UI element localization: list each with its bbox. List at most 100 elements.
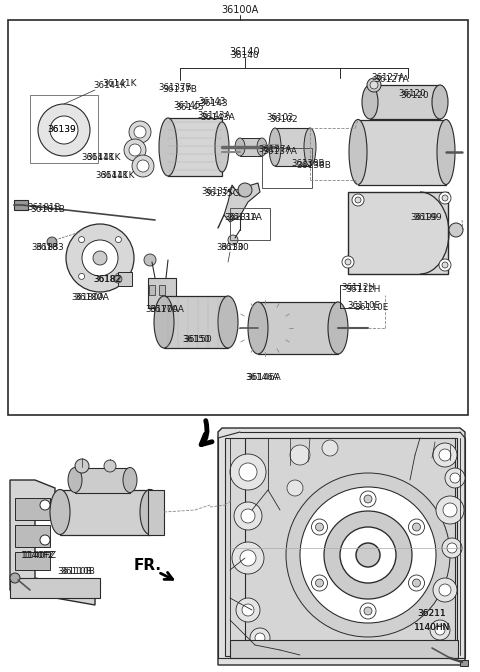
Text: 36141K: 36141K: [101, 171, 135, 181]
Circle shape: [412, 523, 420, 531]
Bar: [118, 272, 132, 286]
Text: 36130: 36130: [216, 243, 244, 251]
Ellipse shape: [154, 296, 174, 348]
Text: 36182: 36182: [93, 274, 121, 284]
Circle shape: [287, 480, 303, 496]
Text: 36137B: 36137B: [158, 83, 192, 93]
Text: 36110E: 36110E: [348, 302, 381, 310]
Bar: [358, 120, 446, 185]
Bar: [10, 578, 100, 598]
Text: 36143A: 36143A: [201, 114, 235, 122]
Circle shape: [345, 259, 351, 265]
Ellipse shape: [269, 128, 281, 166]
Circle shape: [115, 274, 121, 280]
Text: 36182: 36182: [94, 276, 122, 284]
Circle shape: [315, 523, 324, 531]
Bar: [60, 490, 150, 535]
Bar: [240, 138, 262, 156]
Text: 36139: 36139: [48, 126, 76, 134]
Circle shape: [242, 604, 254, 616]
Ellipse shape: [257, 138, 267, 156]
Ellipse shape: [68, 468, 82, 493]
Circle shape: [47, 237, 57, 247]
Circle shape: [129, 144, 141, 156]
Circle shape: [75, 459, 89, 473]
Circle shape: [300, 487, 436, 623]
Circle shape: [435, 625, 445, 635]
Circle shape: [250, 628, 270, 648]
Circle shape: [66, 224, 134, 292]
Circle shape: [230, 454, 266, 490]
Circle shape: [449, 223, 463, 237]
Text: 1140HN: 1140HN: [414, 624, 450, 632]
Text: 36100A: 36100A: [221, 5, 259, 15]
Text: 36135C: 36135C: [204, 189, 240, 198]
Circle shape: [236, 598, 260, 622]
Circle shape: [367, 78, 381, 92]
Text: 36181B: 36181B: [27, 204, 61, 212]
Circle shape: [129, 121, 151, 143]
Circle shape: [364, 495, 372, 503]
Text: 36183: 36183: [31, 243, 59, 253]
Ellipse shape: [437, 120, 455, 185]
Circle shape: [439, 584, 451, 596]
Circle shape: [79, 237, 84, 243]
Bar: [148, 490, 164, 535]
Circle shape: [144, 254, 156, 266]
Text: 36137A: 36137A: [263, 147, 298, 157]
Ellipse shape: [140, 489, 160, 534]
Text: 36143: 36143: [200, 99, 228, 108]
Bar: [15, 525, 50, 547]
Circle shape: [356, 543, 380, 567]
Text: FR.: FR.: [134, 558, 162, 573]
Circle shape: [239, 463, 257, 481]
Circle shape: [443, 503, 457, 517]
Circle shape: [322, 440, 338, 456]
Circle shape: [360, 491, 376, 507]
Text: 36140: 36140: [230, 47, 260, 57]
Text: 36183: 36183: [36, 243, 64, 253]
Text: 36138B: 36138B: [291, 159, 325, 167]
Text: 36127A: 36127A: [372, 73, 405, 83]
Text: 36102: 36102: [270, 116, 298, 124]
Text: 36112H: 36112H: [345, 286, 381, 294]
Circle shape: [255, 633, 265, 643]
Circle shape: [355, 197, 361, 203]
Ellipse shape: [123, 468, 137, 493]
Polygon shape: [218, 428, 465, 665]
Text: 36146A: 36146A: [245, 374, 279, 382]
Circle shape: [82, 240, 118, 276]
Text: 36141K: 36141K: [94, 81, 127, 89]
Text: 36120: 36120: [401, 91, 429, 101]
Bar: [230, 640, 458, 658]
Circle shape: [50, 116, 78, 144]
Circle shape: [447, 543, 457, 553]
Ellipse shape: [218, 296, 238, 348]
Circle shape: [433, 443, 457, 467]
Bar: [15, 552, 50, 570]
Circle shape: [124, 139, 146, 161]
Bar: [149, 285, 155, 295]
Text: 36145: 36145: [176, 103, 204, 112]
Text: 36141K: 36141K: [82, 153, 115, 161]
Bar: [225, 438, 457, 656]
Text: 36180A: 36180A: [72, 292, 105, 302]
Circle shape: [232, 542, 264, 574]
Text: 36131A: 36131A: [228, 214, 263, 222]
Text: 36137B: 36137B: [163, 85, 197, 95]
Circle shape: [352, 194, 364, 206]
Circle shape: [436, 496, 464, 524]
Text: 36135C: 36135C: [201, 187, 235, 196]
Text: 36110B: 36110B: [58, 567, 93, 577]
Text: 36145: 36145: [173, 101, 201, 110]
Text: 36141K: 36141K: [96, 171, 129, 179]
Ellipse shape: [248, 302, 268, 354]
Bar: [159, 285, 165, 295]
Ellipse shape: [328, 302, 348, 354]
Circle shape: [450, 473, 460, 483]
Text: 36131A: 36131A: [224, 212, 258, 222]
Circle shape: [408, 519, 424, 535]
Circle shape: [93, 251, 107, 265]
Circle shape: [439, 259, 451, 271]
FancyArrowPatch shape: [201, 421, 212, 445]
